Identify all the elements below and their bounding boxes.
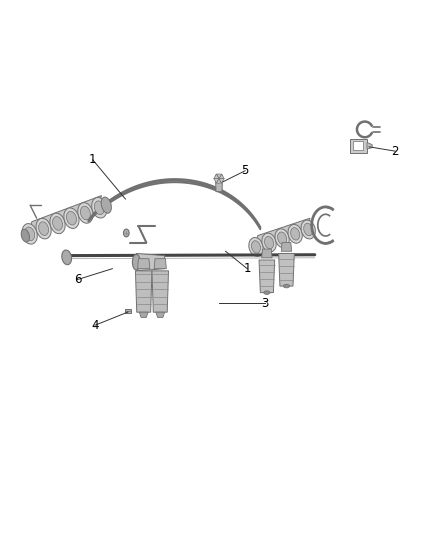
Ellipse shape: [124, 229, 129, 237]
Polygon shape: [353, 141, 364, 150]
Ellipse shape: [275, 229, 289, 248]
Text: 5: 5: [241, 164, 249, 177]
Ellipse shape: [301, 220, 315, 239]
Ellipse shape: [251, 241, 261, 253]
Ellipse shape: [278, 232, 286, 245]
Ellipse shape: [81, 206, 90, 220]
Polygon shape: [215, 175, 223, 192]
Ellipse shape: [264, 291, 270, 294]
Polygon shape: [136, 254, 165, 271]
Ellipse shape: [64, 208, 79, 229]
Ellipse shape: [101, 197, 111, 213]
Ellipse shape: [283, 284, 290, 288]
Polygon shape: [261, 249, 272, 258]
Ellipse shape: [78, 203, 93, 223]
Polygon shape: [216, 179, 222, 183]
Ellipse shape: [53, 216, 63, 230]
Polygon shape: [124, 309, 131, 313]
Polygon shape: [254, 218, 310, 250]
Ellipse shape: [67, 212, 76, 225]
Text: 3: 3: [261, 297, 268, 310]
Polygon shape: [219, 179, 224, 183]
Polygon shape: [152, 271, 169, 312]
Polygon shape: [139, 312, 148, 318]
Polygon shape: [216, 174, 222, 179]
Text: 6: 6: [74, 273, 81, 286]
Text: 1: 1: [244, 262, 251, 275]
Text: 4: 4: [91, 319, 99, 332]
Polygon shape: [219, 174, 224, 179]
Ellipse shape: [132, 254, 140, 270]
Polygon shape: [214, 174, 219, 179]
Ellipse shape: [249, 238, 263, 256]
Polygon shape: [350, 139, 367, 154]
Polygon shape: [279, 254, 294, 286]
Ellipse shape: [62, 250, 71, 265]
Ellipse shape: [39, 222, 49, 236]
Ellipse shape: [304, 223, 313, 236]
Ellipse shape: [94, 201, 104, 215]
Ellipse shape: [262, 233, 276, 252]
Polygon shape: [138, 259, 150, 269]
Ellipse shape: [265, 236, 274, 249]
Ellipse shape: [291, 228, 300, 240]
Polygon shape: [135, 271, 152, 312]
Ellipse shape: [36, 219, 51, 239]
Ellipse shape: [288, 224, 302, 243]
Ellipse shape: [92, 197, 107, 218]
Polygon shape: [367, 142, 372, 149]
Ellipse shape: [21, 229, 29, 242]
Ellipse shape: [25, 227, 35, 241]
Polygon shape: [156, 312, 165, 318]
Ellipse shape: [22, 223, 37, 244]
Polygon shape: [259, 260, 275, 293]
Polygon shape: [154, 259, 166, 269]
Text: 1: 1: [89, 154, 96, 166]
Text: 2: 2: [392, 144, 399, 158]
Polygon shape: [281, 243, 292, 251]
Polygon shape: [214, 179, 219, 183]
Ellipse shape: [50, 213, 65, 233]
Polygon shape: [28, 196, 102, 237]
